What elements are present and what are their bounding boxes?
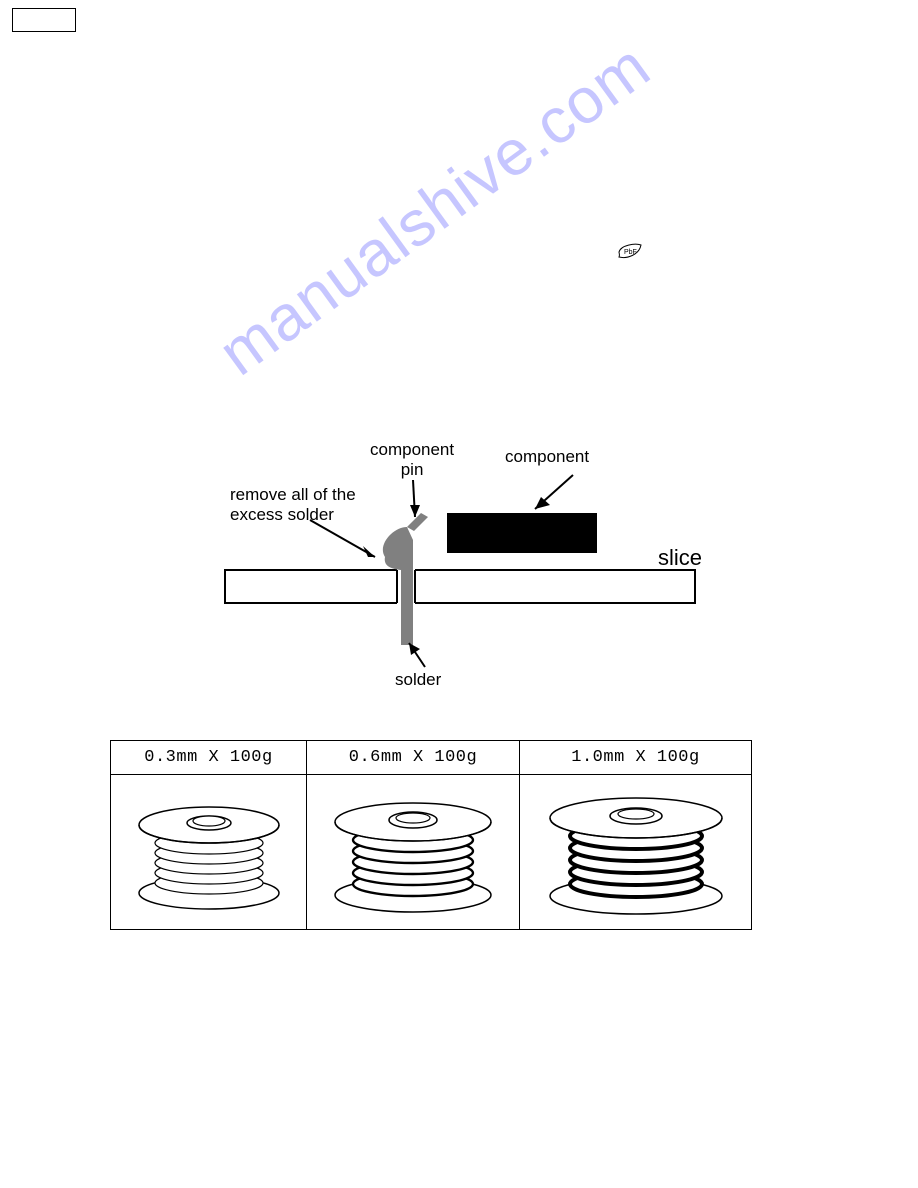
component-rect bbox=[447, 513, 597, 553]
label-solder: solder bbox=[395, 670, 441, 690]
soldering-diagram: remove all of the excess solder componen… bbox=[215, 445, 735, 710]
board-rect bbox=[225, 570, 695, 603]
label-component-pin: component pin bbox=[370, 440, 454, 479]
label-remove-excess: remove all of the excess solder bbox=[230, 485, 356, 524]
pbf-leaf-icon: PbF bbox=[617, 243, 643, 261]
solder-spool-table: 0.3mm X 100g 0.6mm X 100g bbox=[110, 740, 752, 930]
label-remove-excess-line2: excess solder bbox=[230, 505, 334, 524]
table-cell-1: 0.6mm X 100g bbox=[307, 740, 520, 930]
spool-icon-0 bbox=[124, 787, 294, 917]
watermark: manualshive.com bbox=[205, 28, 664, 389]
table-header-2: 1.0mm X 100g bbox=[520, 741, 751, 775]
table-header-0: 0.3mm X 100g bbox=[111, 741, 306, 775]
label-component-pin-line1: component bbox=[370, 440, 454, 459]
label-component: component bbox=[505, 447, 589, 467]
spool-icon-2 bbox=[531, 782, 741, 922]
table-header-1: 0.6mm X 100g bbox=[307, 741, 519, 775]
table-cell-0: 0.3mm X 100g bbox=[110, 740, 307, 930]
table-body-1 bbox=[307, 775, 519, 929]
arrow-remove-excess bbox=[310, 520, 375, 557]
label-component-pin-line2: pin bbox=[401, 460, 424, 479]
pbf-label: PbF bbox=[624, 249, 637, 256]
table-body-0 bbox=[111, 775, 306, 929]
label-remove-excess-line1: remove all of the bbox=[230, 485, 356, 504]
table-body-2 bbox=[520, 775, 751, 929]
label-slice: slice bbox=[658, 545, 702, 570]
top-empty-box bbox=[12, 8, 76, 32]
spool-icon-1 bbox=[318, 785, 508, 920]
table-cell-2: 1.0mm X 100g bbox=[520, 740, 752, 930]
component-pin-bend bbox=[407, 513, 428, 531]
